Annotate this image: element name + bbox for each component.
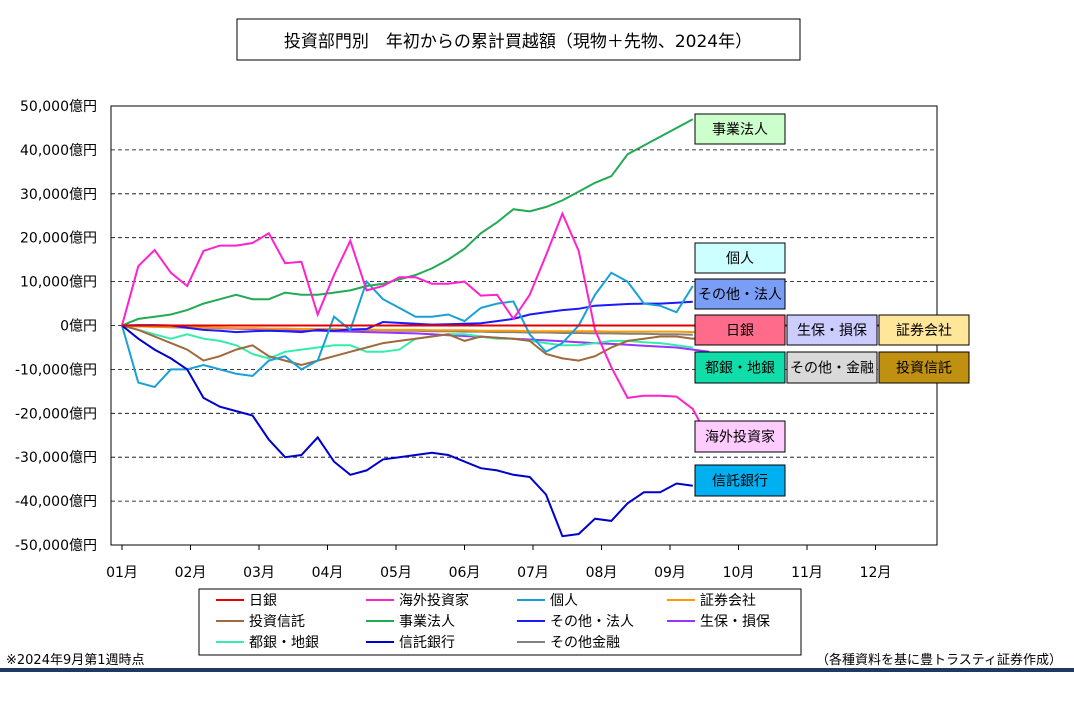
series-label-box bbox=[786, 314, 878, 346]
chart-title: 投資部門別 年初からの累計買越額（現物＋先物、2024年） bbox=[284, 32, 752, 52]
series-line-信託銀行 bbox=[121, 324, 693, 538]
y-tick-label: -20,000億円 bbox=[15, 406, 97, 422]
series-line-証券会社 bbox=[121, 324, 710, 334]
legend-label: 海外投資家 bbox=[399, 592, 469, 609]
series-label-box bbox=[694, 464, 786, 497]
series-line-その他・法人 bbox=[121, 300, 693, 334]
x-tick-label: 01月 bbox=[106, 565, 138, 581]
series-label: 個人 bbox=[726, 251, 754, 267]
y-tick-label: 30,000億円 bbox=[20, 187, 97, 203]
x-tick-label: 09月 bbox=[654, 565, 686, 581]
series-label-box bbox=[694, 351, 786, 384]
legend-label: その他・法人 bbox=[550, 614, 634, 630]
series-label-box bbox=[878, 314, 970, 346]
x-tick-label: 05月 bbox=[380, 565, 412, 581]
x-tick-label: 02月 bbox=[175, 565, 207, 581]
series-label-box bbox=[878, 351, 970, 384]
series-line-個人 bbox=[121, 271, 694, 389]
series-label: 日銀 bbox=[726, 323, 754, 339]
series-label: その他・法人 bbox=[698, 287, 782, 303]
legend-label: 信託銀行 bbox=[399, 635, 455, 651]
series-label-box bbox=[694, 242, 786, 274]
series-label: 投資信託 bbox=[896, 361, 952, 377]
series-label: 生保・損保 bbox=[797, 323, 867, 339]
x-tick-label: 07月 bbox=[517, 565, 549, 581]
y-tick-label: -50,000億円 bbox=[15, 538, 97, 554]
legend-label: 投資信託 bbox=[249, 614, 305, 630]
x-tick-label: 08月 bbox=[586, 565, 618, 581]
x-tick-label: 03月 bbox=[243, 565, 275, 581]
x-tick-label: 06月 bbox=[449, 565, 481, 581]
series-label: 海外投資家 bbox=[705, 429, 775, 446]
legend-label: 都銀・地銀 bbox=[249, 635, 319, 651]
legend-box bbox=[198, 588, 802, 656]
series-label-box bbox=[694, 113, 786, 145]
title-box bbox=[236, 18, 801, 61]
series-label-box bbox=[694, 420, 786, 453]
y-tick-label: 0億円 bbox=[60, 319, 97, 335]
legend-label: 生保・損保 bbox=[700, 614, 770, 630]
y-tick-label: -10,000億円 bbox=[15, 362, 97, 378]
series-line-海外投資家 bbox=[121, 210, 710, 441]
y-tick-label: -30,000億円 bbox=[15, 450, 97, 466]
series-label-box bbox=[694, 278, 786, 310]
y-tick-label: 10,000億円 bbox=[20, 275, 97, 291]
series-line-都銀・地銀 bbox=[121, 324, 693, 360]
x-tick-label: 04月 bbox=[312, 565, 344, 581]
series-label: 証券会社 bbox=[896, 323, 952, 339]
x-tick-label: 11月 bbox=[791, 565, 823, 581]
series-label: その他・金融 bbox=[790, 361, 874, 377]
x-axis-ticks: 01月 02月 03月 04月 05月 06月 07月 08月 09月 10月 11月 12月 bbox=[106, 545, 891, 581]
series-label-box bbox=[694, 314, 786, 346]
series-label: 信託銀行 bbox=[712, 474, 768, 490]
legend-label: 事業法人 bbox=[399, 614, 455, 630]
y-tick-label: 50,000億円 bbox=[20, 99, 97, 115]
series-label: 都銀・地銀 bbox=[705, 361, 775, 377]
series-label-box bbox=[786, 351, 878, 384]
y-tick-label: 20,000億円 bbox=[20, 231, 97, 247]
x-tick-label: 10月 bbox=[723, 565, 755, 581]
y-tick-label: -40,000億円 bbox=[15, 494, 97, 510]
series-lines bbox=[121, 118, 944, 538]
source-note: （各種資料を基に豊トラスティ証券作成） bbox=[816, 653, 1062, 668]
series-label: 事業法人 bbox=[712, 122, 768, 138]
legend-label: その他金融 bbox=[550, 635, 620, 651]
bottom-divider bbox=[0, 668, 1074, 672]
y-axis-ticks: 50,000億円 40,000億円 30,000億円 20,000億円 10,000億円… bbox=[15, 99, 97, 554]
series-line-投資信託 bbox=[121, 324, 710, 367]
legend-label: 個人 bbox=[550, 593, 578, 609]
legend-label: 日銀 bbox=[249, 593, 277, 609]
x-tick-label: 12月 bbox=[860, 565, 892, 581]
footnote: ※2024年9月第1週時点 bbox=[6, 653, 145, 668]
legend-label: 証券会社 bbox=[700, 593, 756, 609]
y-tick-label: 40,000億円 bbox=[20, 143, 97, 159]
